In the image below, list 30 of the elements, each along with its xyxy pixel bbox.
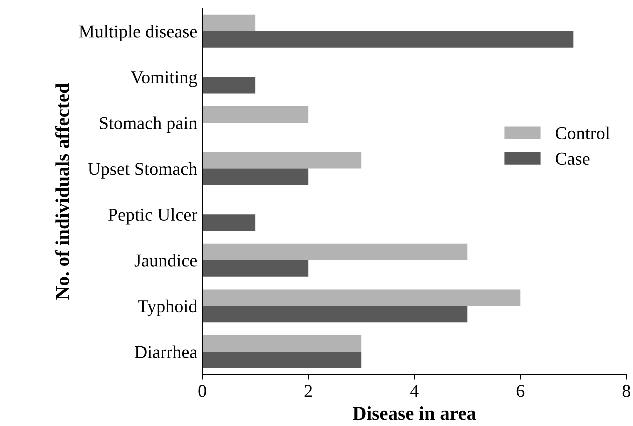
y-tick-label: Stomach pain (100, 116, 198, 134)
bar (202, 306, 468, 323)
y-tick-label: Typhoid (138, 300, 198, 316)
bar (202, 14, 256, 32)
x-axis-title: Disease in area (353, 406, 476, 420)
x-tick-label: 8 (622, 385, 630, 398)
bar (202, 214, 256, 232)
y-tick-label: Vomiting (131, 71, 198, 88)
x-tick-label: 0 (198, 385, 206, 398)
y-axis-title: No. of individuals affected (55, 83, 70, 300)
y-tick-label: Peptic Ulcer (108, 208, 198, 225)
x-tick-label: 4 (410, 385, 419, 398)
y-tick-label: Upset Stomach (88, 162, 198, 179)
legend-label: Control (556, 126, 610, 140)
bar (202, 31, 574, 48)
x-tick-label: 2 (304, 385, 312, 398)
bar (202, 106, 309, 124)
bar (202, 152, 362, 169)
bar (202, 352, 362, 368)
y-tick-label: Jaundice (134, 254, 198, 267)
y-tick-label: Diarrhea (135, 346, 198, 358)
bar (202, 77, 256, 94)
bar (202, 335, 362, 352)
bar (202, 244, 468, 260)
legend-label: Case (556, 152, 590, 166)
y-tick-label: Multiple disease (79, 25, 198, 42)
bar (202, 290, 521, 306)
x-tick-label: 6 (516, 385, 525, 398)
bar (202, 260, 309, 277)
bar (202, 168, 309, 186)
